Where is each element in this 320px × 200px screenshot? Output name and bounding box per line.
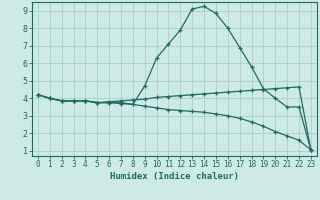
X-axis label: Humidex (Indice chaleur): Humidex (Indice chaleur): [110, 172, 239, 181]
